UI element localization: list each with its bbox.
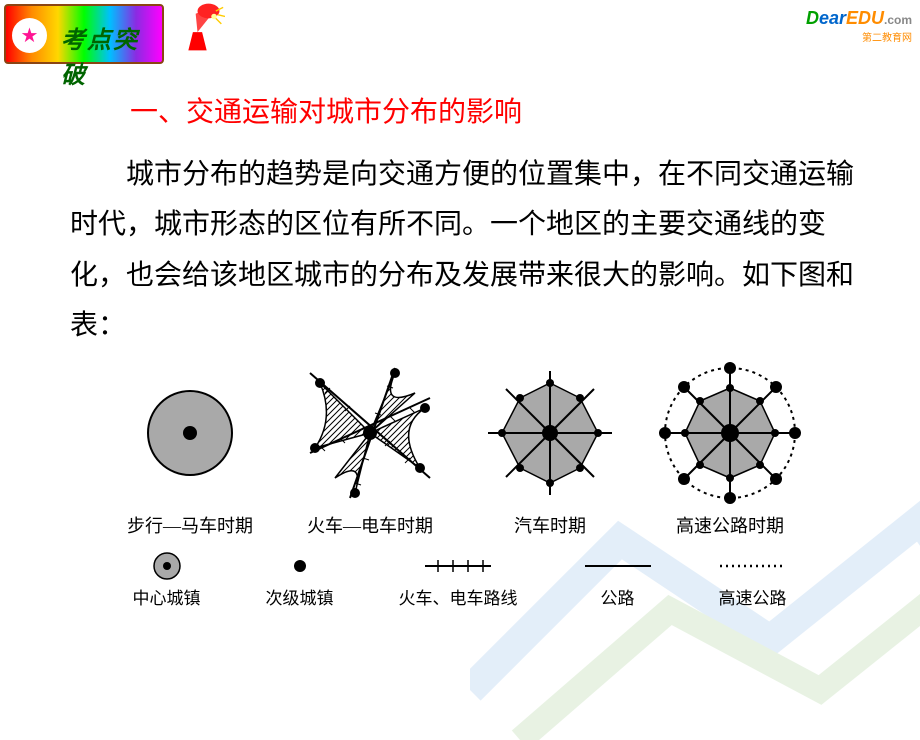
logo: DearEDU.com 第二教育网: [806, 8, 912, 44]
logo-edu: EDU: [846, 8, 884, 28]
header-banner: ★ 考点突破: [0, 0, 230, 75]
legend-central-town: 中心城镇: [133, 552, 201, 609]
figure-area: 步行—马车时期 火车—电车时期 汽车时期 高速公路时期 中心城镇 次级城镇 火车…: [100, 358, 820, 609]
label-expressway: 高速公路时期: [645, 512, 815, 538]
legend-label: 中心城镇: [133, 584, 201, 609]
section-title: 一、交通运输对城市分布的影响: [130, 90, 870, 130]
legend-row: 中心城镇 次级城镇 火车、电车路线 公路 高速公路: [100, 552, 820, 609]
logo-ear: ear: [819, 8, 846, 28]
banner-text: 考点突破: [61, 20, 162, 90]
diagram-labels: 步行—马车时期 火车—电车时期 汽车时期 高速公路时期: [100, 512, 820, 538]
rainbow-box: ★ 考点突破: [4, 4, 164, 64]
diagram-row: [100, 358, 820, 508]
diagram-expressway: [645, 358, 815, 508]
legend-rail: 火车、电车路线: [399, 552, 518, 609]
legend-secondary-town: 次级城镇: [266, 552, 334, 609]
logo-com: .com: [884, 13, 912, 27]
logo-subtitle: 第二教育网: [806, 29, 912, 44]
diagram-automobile: [465, 358, 635, 508]
label-automobile: 汽车时期: [465, 512, 635, 538]
road-icon: [583, 552, 653, 580]
diagram-walk-horse: [105, 358, 275, 508]
central-town-icon: [151, 552, 183, 580]
legend-label: 公路: [601, 584, 635, 609]
body-paragraph: 城市分布的趋势是向交通方便的位置集中，在不同交通运输时代，城市形态的区位有所不同…: [70, 150, 870, 352]
label-walk-horse: 步行—马车时期: [105, 512, 275, 538]
legend-label: 高速公路: [719, 584, 787, 609]
star-icon: ★: [12, 18, 47, 53]
desk-lamp-icon: [170, 0, 225, 55]
content-area: 一、交通运输对城市分布的影响 城市分布的趋势是向交通方便的位置集中，在不同交通运…: [70, 90, 870, 352]
legend-expressway: 高速公路: [718, 552, 788, 609]
legend-label: 次级城镇: [266, 584, 334, 609]
diagram-train-tram: [285, 358, 455, 508]
expressway-icon: [718, 552, 788, 580]
label-train-tram: 火车—电车时期: [285, 512, 455, 538]
logo-d: D: [806, 8, 819, 28]
rail-icon: [423, 552, 493, 580]
legend-road: 公路: [583, 552, 653, 609]
logo-main: DearEDU.com: [806, 8, 912, 29]
legend-label: 火车、电车路线: [399, 584, 518, 609]
secondary-town-icon: [290, 552, 310, 580]
